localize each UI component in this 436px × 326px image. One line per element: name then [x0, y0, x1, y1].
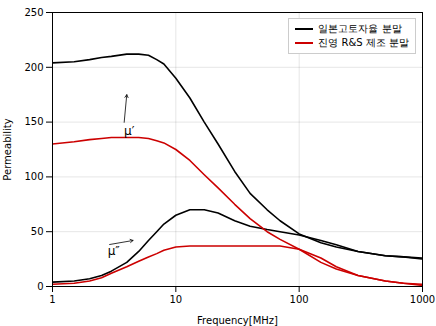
svg-text:Frequency[MHz]: Frequency[MHz]: [197, 315, 278, 326]
svg-text:0: 0: [37, 281, 43, 292]
svg-text:100: 100: [290, 294, 309, 305]
svg-text:μ′: μ′: [124, 124, 135, 138]
svg-text:1000: 1000: [410, 294, 435, 305]
svg-text:μ″: μ″: [108, 244, 121, 258]
svg-text:250: 250: [24, 7, 43, 18]
html-text:일본고토자율 분말: 일본고토자율 분말: [318, 23, 402, 34]
svg-text:200: 200: [24, 62, 43, 73]
svg-text:150: 150: [24, 116, 43, 127]
svg-text:50: 50: [31, 226, 44, 237]
html-text:진영 R&S 제조 분말: 진영 R&S 제조 분말: [318, 37, 409, 48]
svg-text:Permeability: Permeability: [2, 118, 13, 180]
svg-text:1: 1: [49, 294, 55, 305]
svg-text:100: 100: [24, 171, 43, 182]
svg-text:10: 10: [169, 294, 182, 305]
